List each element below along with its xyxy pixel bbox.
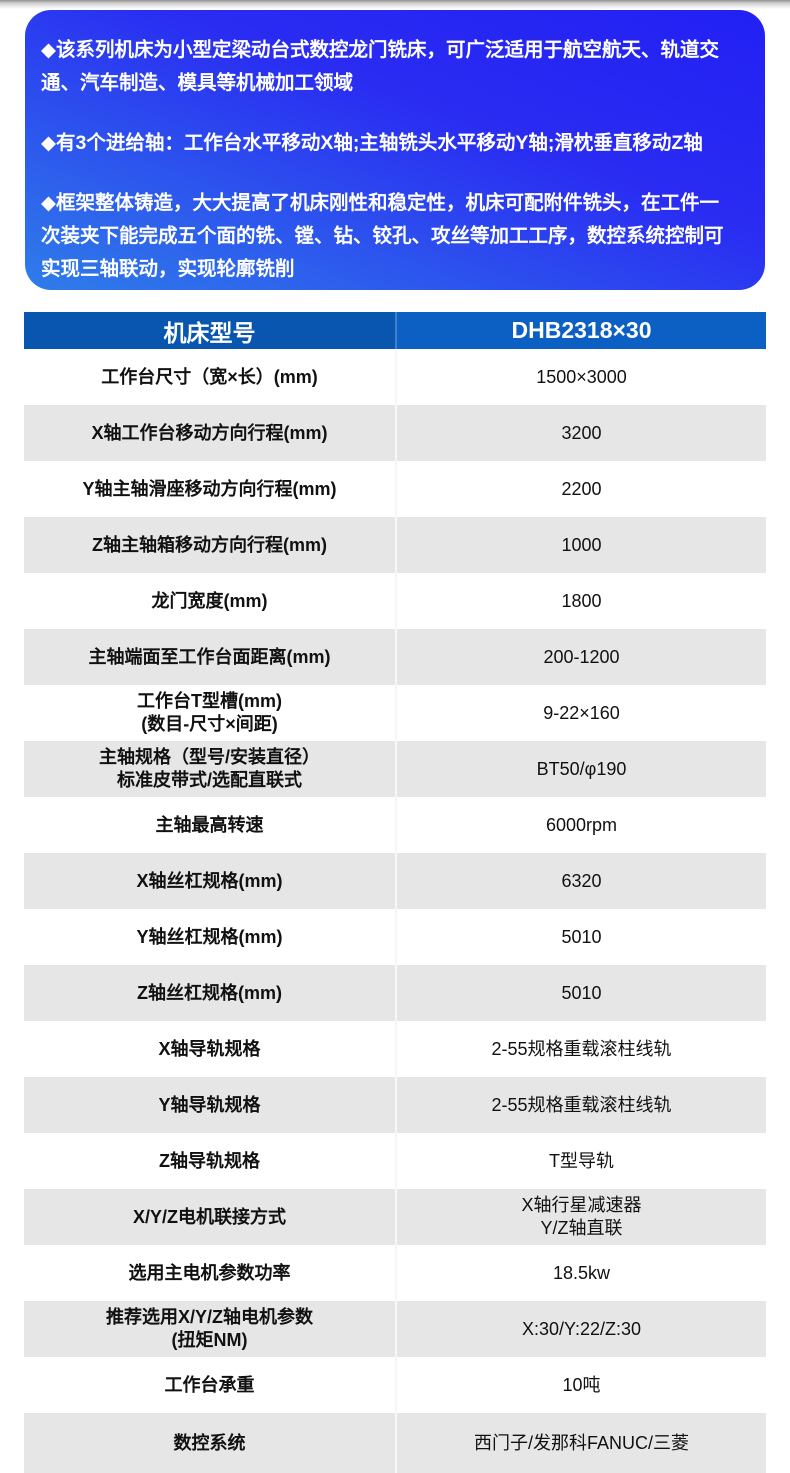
spec-row: Z轴丝杠规格(mm) 5010	[24, 965, 766, 1021]
spec-label: X轴工作台移动方向行程(mm)	[91, 422, 328, 443]
spec-row: 主轴规格（型号/安装直径） 标准皮带式/选配直联式 BT50/φ190	[24, 741, 766, 797]
spec-value: 5010	[395, 965, 766, 1021]
spec-value: 3200	[395, 405, 766, 461]
spec-label: X轴导轨规格	[158, 1038, 261, 1059]
spec-label: 主轴最高转速	[155, 814, 264, 835]
intro-point: ◆有3个进给轴：工作台水平移动X轴;主轴铣头水平移动Y轴;滑枕垂直移动Z轴	[41, 127, 749, 160]
spec-label: X/Y/Z电机联接方式	[132, 1206, 286, 1227]
intro-point-text: 该系列机床为小型定梁动台式数控龙门铣床，可广泛适用于航空航天、轨道交 通、汽车制…	[41, 39, 720, 94]
spec-row: X轴丝杠规格(mm) 6320	[24, 853, 766, 909]
spec-row: Y轴丝杠规格(mm) 5010	[24, 909, 766, 965]
spec-row: 工作台T型槽(mm) (数目-尺寸×间距) 9-22×160	[24, 685, 766, 741]
spec-row: 主轴最高转速 6000rpm	[24, 797, 766, 853]
spec-table-header: 机床型号 DHB2318×30	[24, 312, 766, 349]
spec-value: 10吨	[395, 1357, 766, 1413]
spec-value: BT50/φ190	[395, 741, 766, 797]
spec-label: Y轴主轴滑座移动方向行程(mm)	[82, 478, 337, 499]
spec-label: 主轴规格（型号/安装直径） 标准皮带式/选配直联式	[99, 747, 320, 790]
spec-label: 工作台尺寸（宽×长）(mm)	[101, 366, 318, 387]
spec-table-body: 工作台尺寸（宽×长）(mm) 1500×3000 X轴工作台移动方向行程(mm) 32…	[24, 349, 766, 1473]
spec-label: Z轴导轨规格	[159, 1150, 260, 1171]
intro-card: ◆该系列机床为小型定梁动台式数控龙门铣床，可广泛适用于航空航天、轨道交 通、汽车…	[25, 10, 765, 290]
spec-label: 工作台承重	[164, 1374, 255, 1395]
spec-label: Y轴丝杠规格(mm)	[136, 926, 283, 947]
spec-value: 2-55规格重载滚柱线轨	[395, 1077, 766, 1133]
diamond-bullet-icon: ◆	[41, 39, 56, 61]
header-param-cell: 机床型号	[24, 312, 395, 349]
spec-value: 6320	[395, 853, 766, 909]
spec-row: 工作台尺寸（宽×长）(mm) 1500×3000	[24, 349, 766, 405]
spec-row: Z轴主轴箱移动方向行程(mm) 1000	[24, 517, 766, 573]
spec-row: 主轴端面至工作台面距离(mm) 200-1200	[24, 629, 766, 685]
spec-value: 1000	[395, 517, 766, 573]
diamond-bullet-icon: ◆	[41, 132, 56, 154]
spec-row: 龙门宽度(mm) 1800	[24, 573, 766, 629]
intro-point-text: 有3个进给轴：工作台水平移动X轴;主轴铣头水平移动Y轴;滑枕垂直移动Z轴	[56, 132, 703, 154]
spec-value: 2200	[395, 461, 766, 517]
spec-value: 1800	[395, 573, 766, 629]
spec-value: 18.5kw	[395, 1245, 766, 1301]
header-model-cell: DHB2318×30	[395, 312, 766, 349]
spec-row: 选用主电机参数功率 18.5kw	[24, 1245, 766, 1301]
top-shadow	[0, 0, 790, 10]
spec-row: 工作台承重 10吨	[24, 1357, 766, 1413]
spec-value: 9-22×160	[395, 685, 766, 741]
spec-row: Y轴导轨规格 2-55规格重载滚柱线轨	[24, 1077, 766, 1133]
spec-value: 6000rpm	[395, 797, 766, 853]
spec-row: X轴工作台移动方向行程(mm) 3200	[24, 405, 766, 461]
spec-label: 主轴端面至工作台面距离(mm)	[88, 646, 331, 667]
intro-point-text: 框架整体铸造，大大提高了机床刚性和稳定性，机床可配附件铣头，在工件一 次装夹下能…	[41, 192, 724, 280]
spec-row: Z轴导轨规格 T型导轨	[24, 1133, 766, 1189]
intro-point: ◆框架整体铸造，大大提高了机床刚性和稳定性，机床可配附件铣头，在工件一 次装夹下…	[41, 187, 749, 286]
spec-row: Y轴主轴滑座移动方向行程(mm) 2200	[24, 461, 766, 517]
spec-table: 机床型号 DHB2318×30 工作台尺寸（宽×长）(mm) 1500×3000 X…	[24, 312, 766, 1473]
spec-label: 选用主电机参数功率	[128, 1262, 291, 1283]
spec-value: 2-55规格重载滚柱线轨	[395, 1021, 766, 1077]
spec-value: T型导轨	[395, 1133, 766, 1189]
spec-value: 5010	[395, 909, 766, 965]
spec-label: Z轴主轴箱移动方向行程(mm)	[92, 534, 327, 555]
spec-label: Z轴丝杠规格(mm)	[137, 982, 282, 1003]
spec-label: 龙门宽度(mm)	[151, 590, 268, 611]
intro-point: ◆该系列机床为小型定梁动台式数控龙门铣床，可广泛适用于航空航天、轨道交 通、汽车…	[41, 34, 749, 100]
spec-label: Y轴导轨规格	[158, 1094, 261, 1115]
spec-label: 数控系统	[173, 1432, 246, 1453]
spec-value: X:30/Y:22/Z:30	[395, 1301, 766, 1357]
diamond-bullet-icon: ◆	[41, 192, 56, 214]
spec-label: 工作台T型槽(mm) (数目-尺寸×间距)	[137, 691, 282, 734]
spec-label: 推荐选用X/Y/Z轴电机参数 (扭矩NM)	[105, 1307, 313, 1350]
spec-value: 200-1200	[395, 629, 766, 685]
spec-value: 西门子/发那科FANUC/三菱	[395, 1413, 766, 1473]
spec-label: X轴丝杠规格(mm)	[136, 870, 283, 891]
spec-value: 1500×3000	[395, 349, 766, 405]
spec-row: X轴导轨规格 2-55规格重载滚柱线轨	[24, 1021, 766, 1077]
spec-row: 数控系统 西门子/发那科FANUC/三菱	[24, 1413, 766, 1473]
spec-row: 推荐选用X/Y/Z轴电机参数 (扭矩NM) X:30/Y:22/Z:30	[24, 1301, 766, 1357]
spec-value: X轴行星减速器 Y/Z轴直联	[395, 1189, 766, 1245]
spec-row: X/Y/Z电机联接方式 X轴行星减速器 Y/Z轴直联	[24, 1189, 766, 1245]
